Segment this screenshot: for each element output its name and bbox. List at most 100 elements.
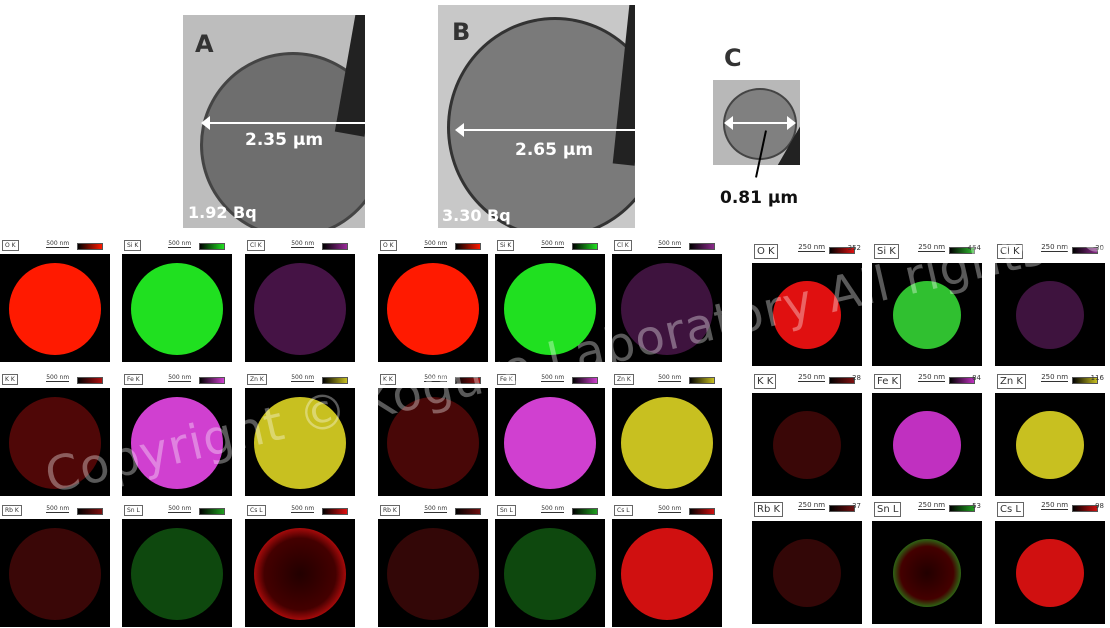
element-label: K K [380, 374, 396, 385]
particle-signal [1016, 539, 1084, 607]
color-scale-bar [572, 243, 598, 250]
eds-map-a-fe-k: Fe K 500 nm [122, 374, 232, 496]
map-image [752, 393, 862, 496]
color-scale-bar [949, 247, 975, 254]
eds-map-b-sn-l: Sn L 500 nm [495, 505, 605, 627]
color-scale-bar [322, 243, 348, 250]
scale-bar: 500 nm [46, 374, 70, 382]
scale-bar: 500 nm [658, 505, 682, 513]
element-label: Sn L [124, 505, 143, 516]
scale-bar: 250 nm [798, 243, 826, 252]
particle-signal [254, 396, 346, 489]
diameter-arrow-b [455, 123, 659, 137]
color-scale-bar [77, 508, 103, 515]
scale-bar: 500 nm [291, 240, 315, 248]
color-scale-bar [322, 508, 348, 515]
eds-map-a-rb-k: Rb K 500 nm [0, 505, 110, 627]
scale-bar: 500 nm [541, 374, 565, 382]
eds-map-b-o-k: O K 500 nm [378, 240, 488, 362]
particle-signal [131, 262, 223, 355]
particle-signal [621, 396, 713, 489]
map-image [612, 388, 722, 496]
particle-signal [773, 539, 841, 607]
particle-signal [504, 262, 596, 355]
element-label: Cs L [997, 502, 1024, 517]
scale-bar: 250 nm [918, 373, 946, 382]
map-image [122, 388, 232, 496]
color-scale-bar [455, 508, 481, 515]
map-header: Cs L 500 nm [245, 505, 355, 518]
color-scale-bar [77, 243, 103, 250]
panel-label-b: B [452, 18, 471, 46]
map-image [752, 263, 862, 366]
element-label: Cl K [247, 240, 265, 251]
sem-image-b [438, 5, 635, 228]
map-header: Cl K 250 nm 30 [995, 244, 1105, 262]
eds-map-b-si-k: Si K 500 nm [495, 240, 605, 362]
activity-b: 3.30 Bq [442, 206, 511, 225]
map-image [995, 263, 1105, 366]
map-image [245, 519, 355, 627]
map-image [0, 254, 110, 362]
element-label: K K [754, 374, 777, 389]
scale-bar: 250 nm [1041, 373, 1069, 382]
element-label: K K [2, 374, 18, 385]
map-header: Sn L 250 nm 53 [872, 502, 982, 520]
map-header: Sn L 500 nm [495, 505, 605, 518]
max-count: 37 [852, 502, 861, 510]
scale-bar: 500 nm [424, 374, 448, 382]
scale-bar: 500 nm [46, 240, 70, 248]
scale-bar: 500 nm [541, 505, 565, 513]
scale-bar: 500 nm [168, 505, 192, 513]
element-label: Sn L [874, 502, 902, 517]
element-label: Si K [124, 240, 142, 251]
particle-signal [254, 262, 346, 355]
eds-map-c-cl-k: Cl K 250 nm 30 [995, 244, 1105, 366]
element-label: Zn K [614, 374, 634, 385]
element-label: Si K [874, 244, 899, 259]
map-image [495, 519, 605, 627]
particle-signal [773, 411, 841, 479]
map-header: K K 500 nm [378, 374, 488, 387]
map-header: Fe K 250 nm 84 [872, 374, 982, 392]
map-image [872, 521, 982, 624]
scale-bar: 500 nm [424, 240, 448, 248]
map-image [0, 388, 110, 496]
map-header: O K 500 nm [0, 240, 110, 253]
diameter-a: 2.35 µm [245, 130, 324, 150]
max-count: 84 [972, 374, 981, 382]
scale-bar: 250 nm [798, 373, 826, 382]
scale-bar: 500 nm [291, 505, 315, 513]
particle-signal [621, 527, 713, 620]
scale-bar: 500 nm [424, 505, 448, 513]
particle-signal [387, 262, 479, 355]
map-header: K K 500 nm [0, 374, 110, 387]
color-scale-bar [949, 377, 975, 384]
color-scale-bar [199, 377, 225, 384]
diameter-c: 0.81 µm [720, 188, 799, 208]
map-image [872, 263, 982, 366]
map-header: Cl K 500 nm [245, 240, 355, 253]
map-image [495, 388, 605, 496]
eds-map-a-sn-l: Sn L 500 nm [122, 505, 232, 627]
element-label: Rb K [380, 505, 400, 516]
eds-map-c-fe-k: Fe K 250 nm 84 [872, 374, 982, 496]
color-scale-bar [829, 247, 855, 254]
element-label: Fe K [874, 374, 902, 389]
map-header: Si K 500 nm [122, 240, 232, 253]
map-header: Zn K 500 nm [245, 374, 355, 387]
map-header: Sn L 500 nm [122, 505, 232, 518]
element-label: Fe K [497, 374, 516, 385]
max-count: 98 [1095, 502, 1104, 510]
color-scale-bar [572, 377, 598, 384]
map-header: Si K 500 nm [495, 240, 605, 253]
map-image [122, 519, 232, 627]
eds-map-a-zn-k: Zn K 500 nm [245, 374, 355, 496]
color-scale-bar [949, 505, 975, 512]
eds-map-b-zn-k: Zn K 500 nm [612, 374, 722, 496]
eds-map-b-fe-k: Fe K 500 nm [495, 374, 605, 496]
max-count: 30 [1095, 244, 1104, 252]
sem-image-a [183, 15, 365, 228]
scale-bar: 500 nm [658, 374, 682, 382]
